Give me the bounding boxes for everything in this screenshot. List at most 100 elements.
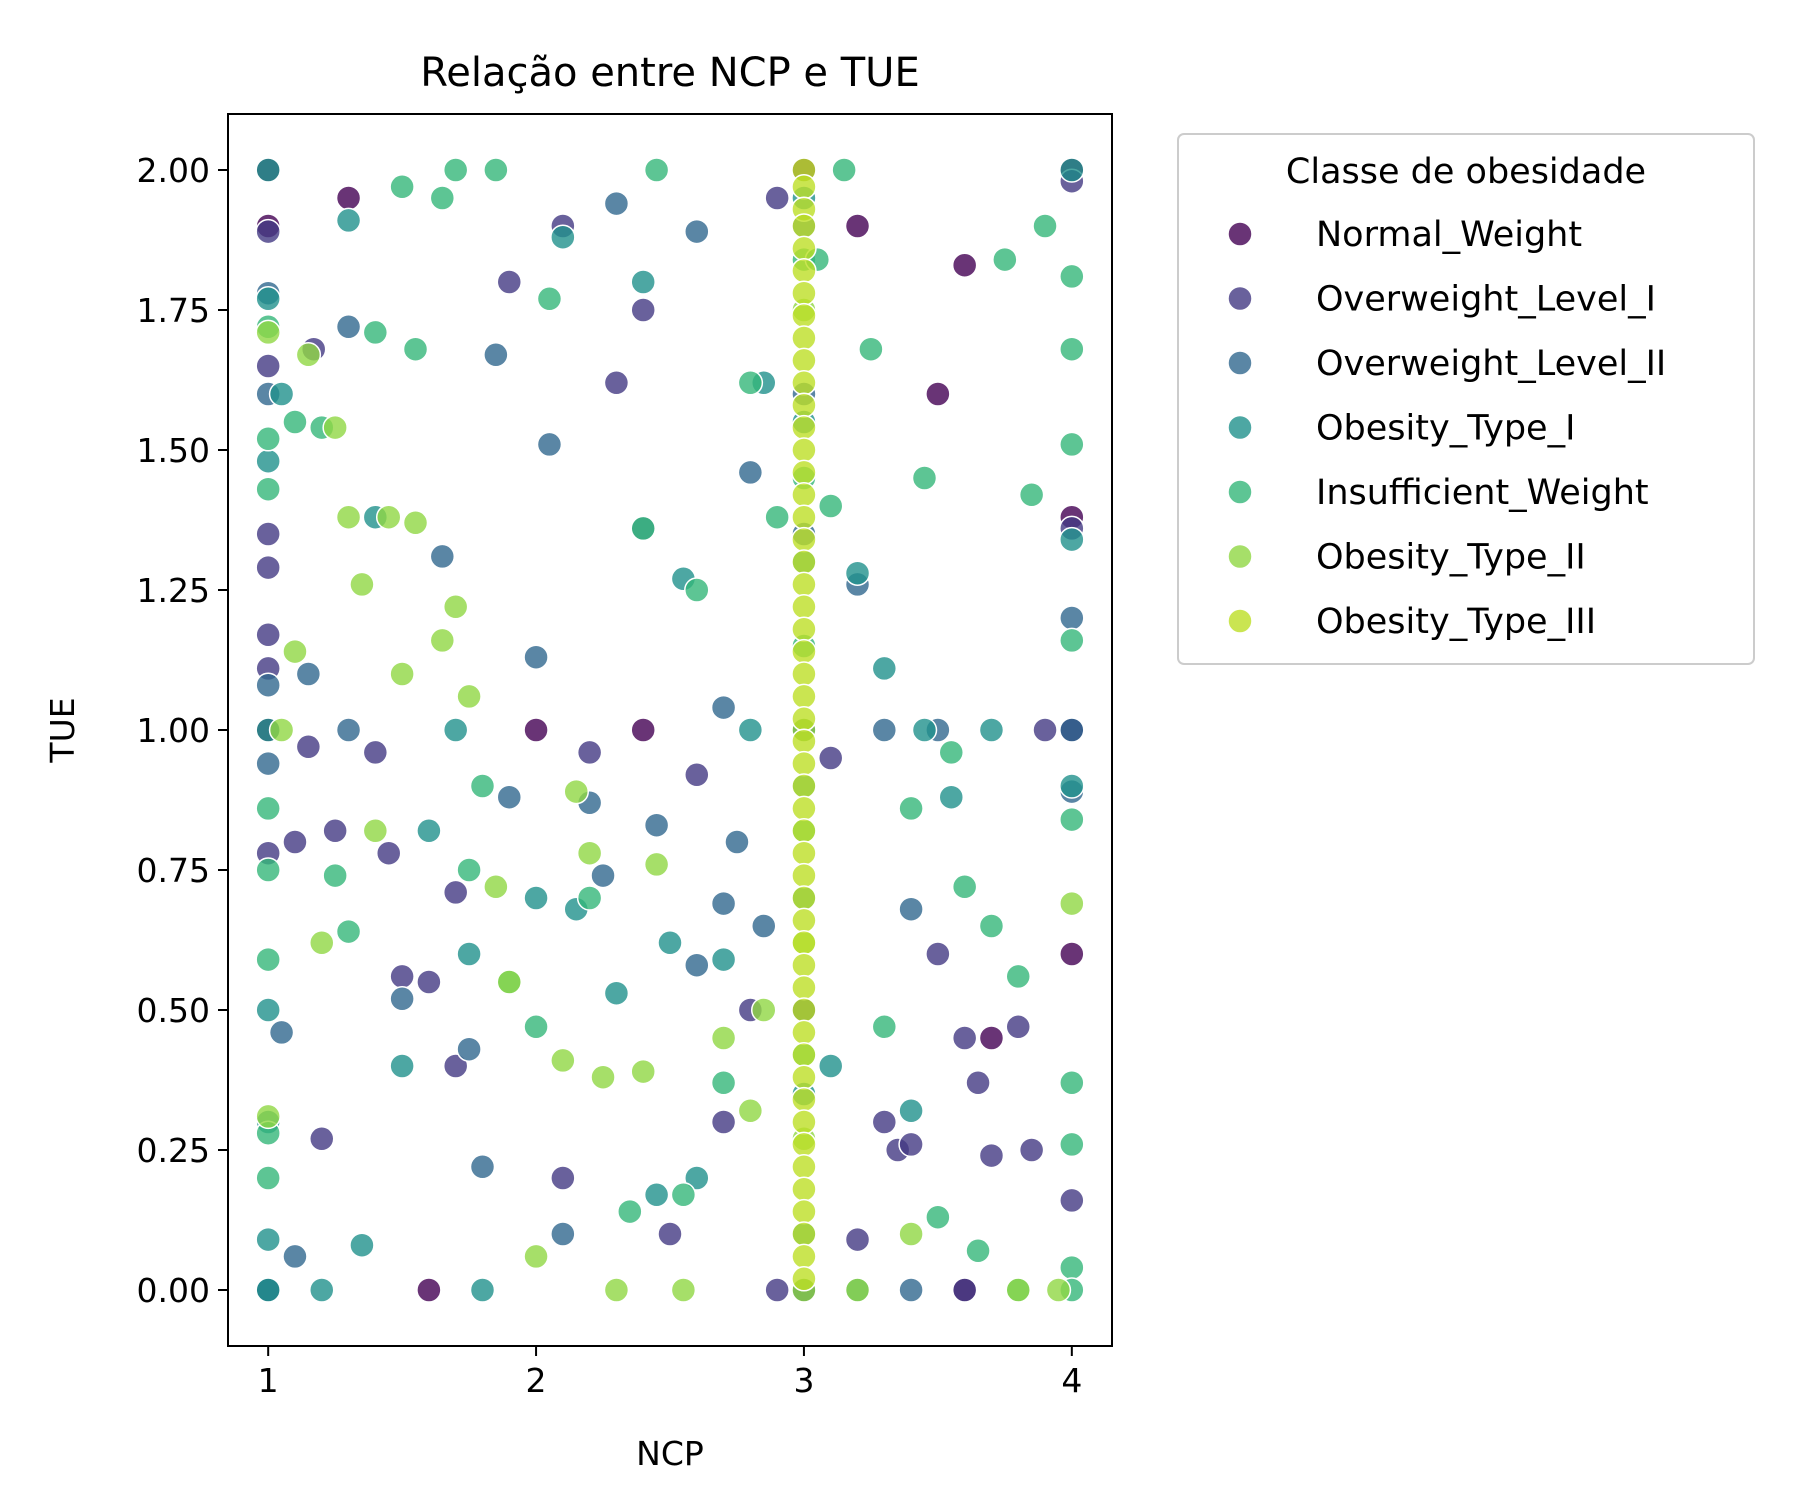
legend-box (1177, 133, 1755, 665)
point-obesity-type-i (389, 1053, 415, 1079)
point-obesity-type-ii (563, 778, 589, 805)
point-overweight-level-i (684, 762, 710, 788)
point-overweight-level-ii (255, 672, 281, 698)
point-obesity-type-iii (791, 504, 817, 530)
point-insufficient-weight (684, 577, 710, 603)
point-overweight-level-i (255, 353, 281, 379)
point-overweight-level-i (764, 1277, 790, 1303)
point-obesity-type-iii (791, 840, 817, 866)
point-overweight-level-i (255, 622, 281, 648)
point-insufficient-weight (1059, 431, 1085, 458)
point-overweight-level-i (630, 297, 656, 323)
point-obesity-type-i (255, 448, 281, 474)
point-overweight-level-ii (710, 694, 737, 721)
legend-items: Normal_Weight Overweight_Level_I Overweigh… (1227, 215, 1666, 642)
point-obesity-type-ii (550, 1047, 576, 1074)
point-insufficient-weight (670, 1182, 697, 1208)
point-overweight-level-ii (255, 750, 281, 777)
point-obesity-type-iii (791, 258, 817, 284)
point-obesity-type-i (255, 1226, 281, 1253)
point-obesity-type-ii (442, 594, 469, 620)
point-overweight-level-i (389, 963, 415, 990)
point-overweight-level-ii (603, 190, 630, 217)
point-obesity-type-iii (791, 347, 817, 374)
point-overweight-level-i (309, 1126, 335, 1152)
point-overweight-level-i (362, 739, 389, 766)
point-obesity-type-iii (791, 1019, 817, 1046)
plot-area (255, 157, 1085, 1303)
point-obesity-type-iii (791, 795, 817, 822)
point-overweight-level-ii (751, 913, 777, 939)
point-overweight-level-i (496, 269, 523, 295)
point-insufficient-weight (617, 1198, 643, 1225)
point-obesity-type-i (684, 1165, 710, 1191)
point-overweight-level-i (442, 1053, 469, 1079)
point-insufficient-weight (1059, 1254, 1085, 1281)
legend-label: Overweight_Level_I (1316, 280, 1656, 320)
point-obesity-type-i (255, 997, 281, 1023)
point-insufficient-weight (911, 465, 938, 491)
x-tick-label: 4 (1061, 1361, 1082, 1400)
point-insufficient-weight (1032, 213, 1058, 239)
point-insufficient-weight (456, 857, 482, 883)
point-obesity-type-iii (791, 280, 817, 306)
legend-marker (1227, 543, 1253, 570)
x-axis-label: NCP (636, 1434, 704, 1473)
point-obesity-type-iii (791, 526, 817, 553)
point-obesity-type-i (938, 784, 965, 810)
point-obesity-type-ii (496, 969, 523, 995)
point-obesity-type-i (817, 1053, 844, 1079)
point-obesity-type-ii (751, 997, 777, 1023)
legend-label: Obesity_Type_I (1316, 409, 1575, 449)
point-obesity-type-iii (791, 571, 817, 598)
point-normal-weight (925, 381, 951, 407)
point-insufficient-weight (710, 1070, 737, 1096)
point-obesity-type-ii (255, 319, 281, 346)
point-insufficient-weight (951, 874, 978, 900)
point-insufficient-weight (483, 157, 509, 183)
legend: Classe de obesidade Normal_Weight Overwei… (1177, 133, 1755, 665)
point-obesity-type-iii (791, 728, 817, 754)
y-tick-label: 0.75 (137, 851, 210, 890)
point-obesity-type-iii (791, 862, 817, 889)
point-obesity-type-ii (429, 627, 456, 654)
point-obesity-type-ii (456, 683, 482, 710)
point-overweight-level-i (710, 1109, 737, 1135)
point-overweight-level-ii (456, 1036, 482, 1062)
legend-title: Classe de obesidade (1286, 152, 1646, 192)
point-insufficient-weight (442, 157, 469, 183)
point-overweight-level-i (844, 1226, 871, 1253)
point-obesity-type-ii (630, 1058, 656, 1085)
point-obesity-type-ii (737, 1098, 764, 1124)
point-insufficient-weight (1059, 627, 1085, 654)
point-overweight-level-i (1005, 1014, 1031, 1040)
legend-label: Normal_Weight (1316, 215, 1582, 255)
point-obesity-type-iii (791, 1109, 817, 1135)
point-obesity-type-iii (791, 907, 817, 934)
point-obesity-type-ii (523, 1243, 549, 1270)
point-obesity-type-ii (335, 504, 362, 530)
point-insufficient-weight (255, 857, 281, 883)
point-insufficient-weight (1059, 1070, 1085, 1096)
point-overweight-level-ii (268, 1019, 295, 1046)
point-obesity-type-ii (282, 638, 308, 665)
point-obesity-type-i (335, 207, 362, 234)
point-obesity-type-i (978, 717, 1005, 743)
point-overweight-level-i (603, 370, 630, 396)
point-obesity-type-iii (791, 1086, 817, 1113)
point-overweight-level-ii (684, 218, 710, 245)
point-obesity-type-iii (791, 1221, 817, 1247)
point-overweight-level-i (255, 218, 281, 245)
point-obesity-type-ii (1045, 1277, 1072, 1303)
point-obesity-type-i (657, 930, 683, 956)
point-overweight-level-i (657, 1221, 683, 1247)
point-overweight-level-ii (536, 431, 563, 458)
point-overweight-level-ii (550, 1221, 576, 1247)
point-obesity-type-iii (791, 1064, 817, 1090)
point-insufficient-weight (858, 336, 884, 362)
point-insufficient-weight (335, 918, 362, 945)
point-overweight-level-i (442, 879, 469, 906)
x-tick-label: 1 (258, 1361, 279, 1400)
point-obesity-type-i (1059, 526, 1085, 553)
point-obesity-type-iii (791, 213, 817, 239)
